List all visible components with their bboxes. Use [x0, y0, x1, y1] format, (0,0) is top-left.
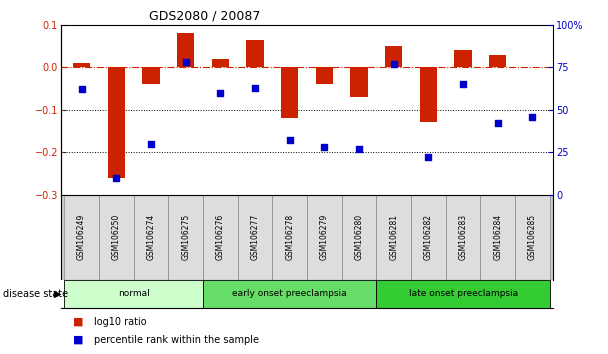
Point — [320, 144, 330, 150]
Bar — [281, 67, 299, 118]
Bar — [64, 195, 99, 280]
Text: GSM106274: GSM106274 — [147, 214, 156, 260]
Bar — [73, 63, 90, 67]
Point — [181, 59, 190, 65]
Text: GSM106276: GSM106276 — [216, 214, 225, 260]
Text: GSM106249: GSM106249 — [77, 214, 86, 260]
Point — [250, 85, 260, 91]
Bar — [307, 195, 342, 280]
Bar — [203, 195, 238, 280]
Text: ■: ■ — [73, 317, 83, 327]
Text: normal: normal — [118, 289, 150, 298]
Text: late onset preeclampsia: late onset preeclampsia — [409, 289, 517, 298]
Bar — [515, 195, 550, 280]
Bar — [99, 195, 134, 280]
Bar — [376, 280, 550, 308]
Bar — [342, 195, 376, 280]
Text: ▶: ▶ — [54, 289, 61, 299]
Text: GSM106281: GSM106281 — [389, 214, 398, 260]
Bar — [480, 195, 515, 280]
Text: GSM106283: GSM106283 — [458, 214, 468, 260]
Text: disease state: disease state — [3, 289, 68, 299]
Bar — [134, 195, 168, 280]
Point — [389, 61, 399, 67]
Point — [354, 146, 364, 152]
Bar — [411, 195, 446, 280]
Text: GSM106282: GSM106282 — [424, 214, 433, 260]
Bar — [108, 67, 125, 178]
Point — [215, 90, 225, 96]
Point — [528, 114, 537, 119]
Bar — [238, 195, 272, 280]
Point — [458, 81, 468, 87]
Bar — [203, 280, 376, 308]
Text: log10 ratio: log10 ratio — [94, 317, 147, 327]
Bar — [64, 280, 203, 308]
Text: ■: ■ — [73, 335, 83, 345]
Bar — [168, 195, 203, 280]
Bar — [420, 67, 437, 122]
Text: GSM106278: GSM106278 — [285, 214, 294, 260]
Text: GSM106279: GSM106279 — [320, 214, 329, 260]
Bar — [316, 67, 333, 84]
Text: GSM106250: GSM106250 — [112, 214, 121, 260]
Bar — [246, 40, 264, 67]
Bar — [350, 67, 368, 97]
Text: GDS2080 / 20087: GDS2080 / 20087 — [150, 9, 261, 22]
Bar — [177, 33, 195, 67]
Text: GSM106284: GSM106284 — [493, 214, 502, 260]
Point — [77, 86, 86, 92]
Bar — [385, 46, 402, 67]
Text: early onset preeclampsia: early onset preeclampsia — [232, 289, 347, 298]
Point — [424, 154, 434, 160]
Bar — [454, 50, 472, 67]
Bar — [489, 55, 506, 67]
Text: GSM106280: GSM106280 — [354, 214, 364, 260]
Point — [285, 137, 294, 143]
Text: GSM106285: GSM106285 — [528, 214, 537, 260]
Bar — [142, 67, 160, 84]
Bar — [376, 195, 411, 280]
Text: GSM106277: GSM106277 — [250, 214, 260, 260]
Point — [146, 141, 156, 147]
Point — [111, 175, 121, 181]
Bar — [272, 195, 307, 280]
Point — [493, 120, 503, 126]
Bar — [446, 195, 480, 280]
Text: GSM106275: GSM106275 — [181, 214, 190, 260]
Text: percentile rank within the sample: percentile rank within the sample — [94, 335, 259, 345]
Bar — [212, 59, 229, 67]
